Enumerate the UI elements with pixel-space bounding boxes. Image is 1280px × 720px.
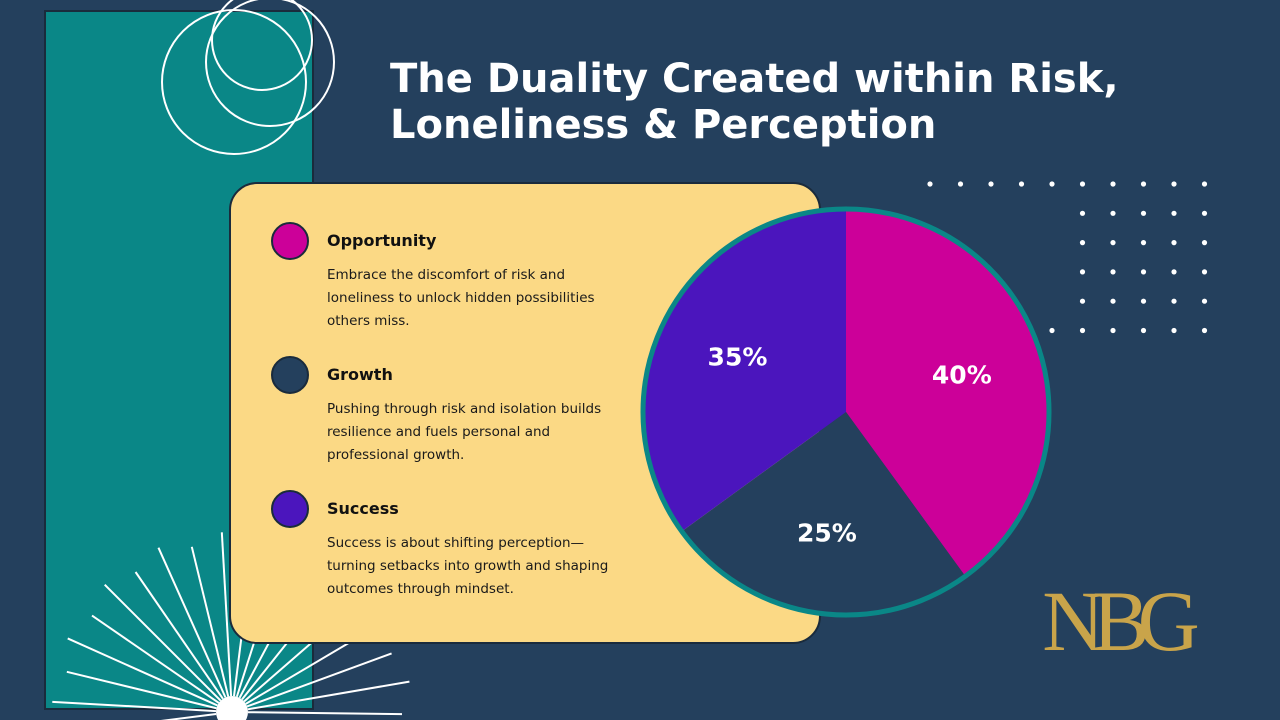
sunburst-ray [104,584,222,702]
success-color-dot [271,490,309,528]
opportunity-color-dot [271,222,309,260]
sunburst-ray [134,571,224,700]
grid-dot [1140,327,1147,334]
success-title: Success [327,499,399,518]
grid-dot [1110,327,1116,334]
grid-dot [1201,298,1208,304]
grid-dot [1110,181,1116,187]
opportunity-description: Embrace the discomfort of risk and lonel… [327,267,595,329]
grid-dot [1171,327,1177,334]
title-line-1: The Duality Created within Risk, [390,56,1119,102]
grid-dot [1171,210,1177,216]
grid-dot [1079,327,1086,334]
sunburst-ray [157,547,227,698]
sunburst-ray [190,546,230,697]
sunburst-ray [246,652,392,708]
grid-dot [1110,269,1116,275]
grid-dot [927,181,933,187]
sunburst-ray [247,711,402,716]
grid-dot [1171,181,1177,187]
grid-dot [1171,240,1177,246]
grid-dot [1079,181,1086,187]
growth-color-dot [271,356,309,394]
grid-dot [1110,210,1116,216]
growth-description: Pushing through risk and isolation build… [327,401,602,463]
sunburst-ray [91,614,220,704]
title-line-2: Loneliness & Perception [390,102,937,148]
sunburst-ray [160,713,217,720]
pie-label-opportunity: 40% [932,360,992,389]
pie-slice-success [642,209,846,532]
opportunity-title: Opportunity [327,231,437,250]
pie-labels: 40% 25% 35% [708,343,992,548]
pie-slices [642,209,1049,616]
sunburst-ray [220,532,233,697]
ring-decoration [161,0,335,155]
pie-slice-opportunity [846,209,1049,577]
grid-dot [1201,327,1208,334]
grid-dot [1079,210,1086,216]
grid-dot [1140,269,1147,275]
grid-dot [1140,240,1147,246]
grid-dot [1110,298,1116,304]
grid-dot [1018,181,1025,187]
sunburst-ray [247,680,410,711]
grid-dot [1079,269,1086,275]
sunburst-ray [66,670,217,710]
grid-dot [1049,327,1055,334]
grid-dot [1140,210,1147,216]
page-title: The Duality Created within Risk, Lonelin… [390,56,1210,148]
grid-dot [1049,181,1055,187]
sunburst-core [216,696,248,720]
grid-dot [1110,240,1116,246]
grid-dot [1201,210,1208,216]
grid-dot [1171,298,1177,304]
grid-dot [1079,240,1086,246]
nbg-logo: NBG [1042,574,1209,664]
pie-slice-growth [681,412,966,616]
grid-dot [988,181,994,187]
logo-text: NBG [1042,574,1197,664]
pie-label-growth: 25% [797,518,857,547]
grid-dot [1140,298,1147,304]
sunburst-ray [52,700,217,713]
pie-border [640,206,1052,618]
grid-dot [1140,181,1147,187]
grid-dot [1171,269,1177,275]
growth-title: Growth [327,365,393,384]
pie-label-success: 35% [708,343,768,372]
grid-dot [1201,240,1208,246]
sunburst-ray [67,637,218,707]
success-description: Success is about shifting perception—tur… [327,535,609,597]
grid-dot [957,181,964,187]
grid-dot [1079,298,1086,304]
grid-dot [1201,181,1208,187]
grid-dot [1201,269,1208,275]
